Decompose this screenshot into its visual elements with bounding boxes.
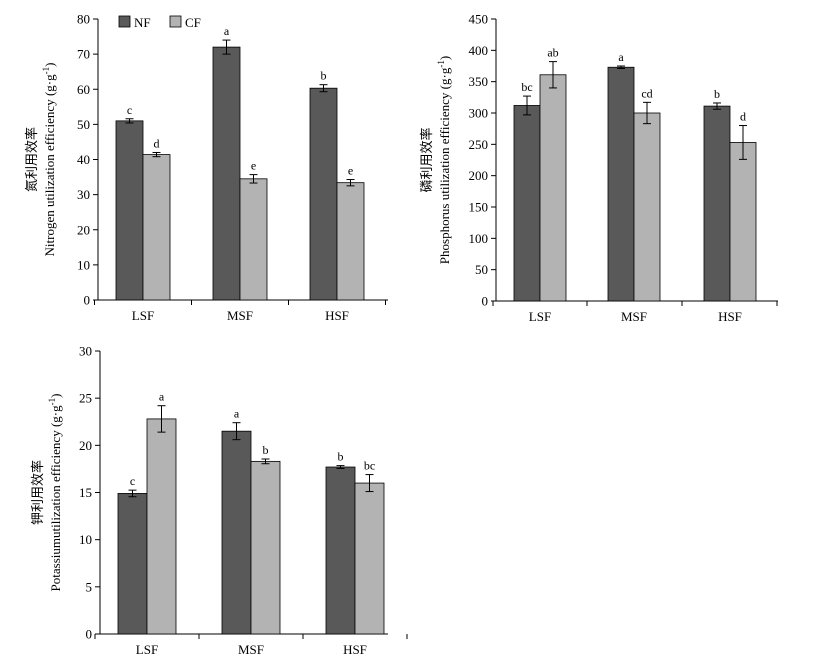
bar-nf-hsf xyxy=(325,466,356,635)
x-tick-label: MSF xyxy=(621,309,647,324)
y-axis-title-end: ) xyxy=(42,63,57,67)
y-axis-title-sup: -1 xyxy=(41,67,51,75)
chart-panel-3: 0 5 10 15 20 25 30 LSF MSF HSF c a b a b bc 钾利用效率 Potassi… xyxy=(30,344,408,657)
x-tick-label: LSF xyxy=(132,308,154,323)
significance-label: d xyxy=(154,136,160,150)
significance-label: c xyxy=(130,474,135,488)
bar-cf-lsf xyxy=(539,74,567,302)
significance-label: cd xyxy=(641,86,652,100)
y-axis-title: Potassiumutilization efficiency (g·g-1) xyxy=(47,394,63,592)
y-axis-title-sup: -1 xyxy=(436,60,446,68)
bar-nf-msf xyxy=(607,66,635,302)
bar-cf-hsf xyxy=(729,142,757,302)
x-tick-label: HSF xyxy=(325,308,349,323)
y-tick-label: 50 xyxy=(475,262,488,277)
significance-label: a xyxy=(159,390,165,404)
significance-label: d xyxy=(740,110,746,124)
bar-nf-hsf xyxy=(309,87,338,301)
significance-label: bc xyxy=(364,459,375,473)
y-axis-title-sup: -1 xyxy=(47,398,57,406)
y-tick-label: 30 xyxy=(77,187,90,202)
significance-label: e xyxy=(348,164,353,178)
significance-label: ab xyxy=(547,46,558,60)
legend: NF CF xyxy=(118,15,201,30)
y-tick-label: 25 xyxy=(79,391,92,406)
y-axis-title-cn: 氮利用效率 xyxy=(24,127,39,192)
x-tick-label: LSF xyxy=(136,642,158,657)
y-tick-label: 0 xyxy=(86,627,93,642)
chart-panel-1: 0 10 20 30 40 50 60 70 80 LSF MSF HSF c a b d e e 氮利用效率 Nit… xyxy=(24,12,388,323)
x-tick-label: HSF xyxy=(718,309,742,324)
y-tick-label: 10 xyxy=(79,532,92,547)
y-tick-label: 0 xyxy=(84,293,91,308)
y-tick-label: 20 xyxy=(77,222,90,237)
bar-nf-msf xyxy=(212,46,241,301)
x-tick-label: MSF xyxy=(238,642,264,657)
bar-cf-msf xyxy=(633,112,661,302)
bar-nf-lsf xyxy=(513,105,541,302)
bar-nf-lsf xyxy=(115,120,144,301)
bar-nf-lsf xyxy=(117,493,148,635)
y-tick-label: 400 xyxy=(469,43,489,58)
bar-cf-msf xyxy=(250,460,281,635)
significance-label: b xyxy=(338,450,344,464)
y-tick-label: 30 xyxy=(79,344,92,359)
y-tick-label: 50 xyxy=(77,117,90,132)
bar-cf-hsf xyxy=(354,482,385,635)
y-tick-label: 150 xyxy=(469,200,489,215)
legend-label-cf: CF xyxy=(185,15,201,30)
y-tick-label: 20 xyxy=(79,438,92,453)
significance-label: a xyxy=(224,24,230,38)
significance-label: e xyxy=(251,159,256,173)
y-tick-label: 60 xyxy=(77,82,90,97)
y-tick-label: 0 xyxy=(482,294,489,309)
legend-label-nf: NF xyxy=(134,15,151,30)
x-tick-label: MSF xyxy=(227,308,253,323)
y-tick-label: 250 xyxy=(469,137,489,152)
y-tick-label: 40 xyxy=(77,152,90,167)
y-axis-title: Phosphorus utilization efficiency (g·g-1… xyxy=(436,56,452,264)
significance-label: b xyxy=(714,87,720,101)
significance-label: b xyxy=(321,69,327,83)
y-tick-label: 350 xyxy=(469,74,489,89)
bar-cf-lsf xyxy=(142,154,171,301)
y-tick-label: 80 xyxy=(77,12,90,27)
significance-label: bc xyxy=(521,80,532,94)
y-tick-label: 15 xyxy=(79,485,92,500)
significance-label: a xyxy=(618,50,624,64)
y-tick-label: 100 xyxy=(469,231,489,246)
x-tick-label: HSF xyxy=(343,642,367,657)
y-tick-label: 200 xyxy=(469,168,489,183)
y-axis-title: Nitrogen utilization efficiency (g·g-1) xyxy=(41,63,57,257)
y-axis-title-end: ) xyxy=(48,394,63,398)
y-axis-title-main: Phosphorus utilization efficiency (g·g xyxy=(437,67,452,264)
legend-swatch-nf xyxy=(118,15,131,28)
y-axis-title-main: Potassiumutilization efficiency (g·g xyxy=(48,405,63,592)
y-axis-title-cn: 磷利用效率 xyxy=(419,127,434,192)
y-tick-label: 70 xyxy=(77,47,90,62)
y-axis-title-main: Nitrogen utilization efficiency (g·g xyxy=(42,74,57,257)
y-tick-label: 450 xyxy=(469,12,489,27)
x-tick-label: LSF xyxy=(529,309,551,324)
y-tick-label: 10 xyxy=(77,257,90,272)
y-axis-title-end: ) xyxy=(437,56,452,60)
bar-cf-hsf xyxy=(336,182,365,301)
significance-label: a xyxy=(234,407,240,421)
y-tick-label: 300 xyxy=(469,106,489,121)
significance-label: c xyxy=(127,103,132,117)
bar-cf-lsf xyxy=(146,418,177,635)
bar-cf-msf xyxy=(239,178,268,301)
legend-swatch-cf xyxy=(169,15,182,28)
y-tick-label: 5 xyxy=(86,579,93,594)
bar-nf-hsf xyxy=(703,105,731,302)
bar-nf-msf xyxy=(221,430,252,635)
significance-label: b xyxy=(263,443,269,457)
y-axis-title-cn: 钾利用效率 xyxy=(30,460,45,525)
